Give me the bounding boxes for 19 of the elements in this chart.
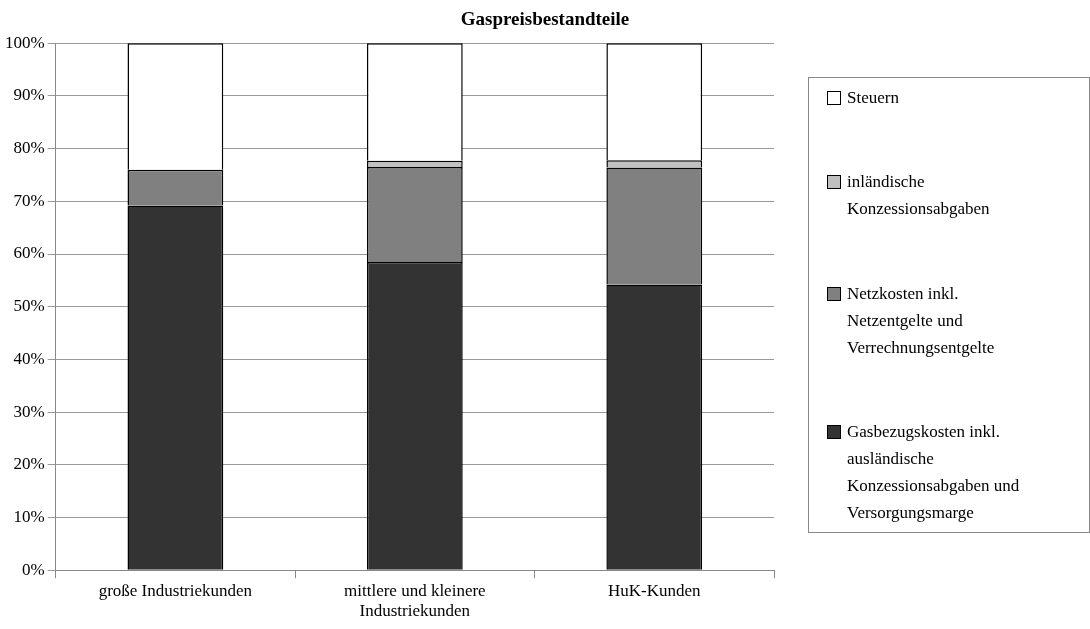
legend-label: inländische Konzessionsabgaben [847,171,991,221]
y-tick-label: 50% [13,296,45,316]
chart-title: Gaspreisbestandteile [459,8,631,30]
y-tick-label: 20% [13,454,45,474]
x-tick-label: große Industriekunden [98,580,253,600]
y-tick-label: 80% [13,138,45,158]
y-tick-label: 100% [4,32,45,52]
y-tick-label: 40% [13,348,45,368]
y-tick-label: 30% [13,401,45,421]
legend-label: Netzkosten inkl. Netzentgelte und Verrechnungsentgelte [847,282,996,359]
x-tick-label: HuK-Kunden [608,580,702,600]
y-tick-label: 60% [13,243,45,263]
text: Steuern [847,87,899,109]
legend-label: Gasbezugskosten inkl. ausländische Konzessionsabgaben und Versorgungsmarge [847,421,1021,524]
y-tick-label: 10% [13,506,45,526]
y-tick-label: 90% [13,85,45,105]
x-tick-label: mittlere und kleinere Industriekunden [344,580,486,621]
y-tick-label: 0% [21,559,45,579]
y-tick-label: 70% [13,190,45,210]
